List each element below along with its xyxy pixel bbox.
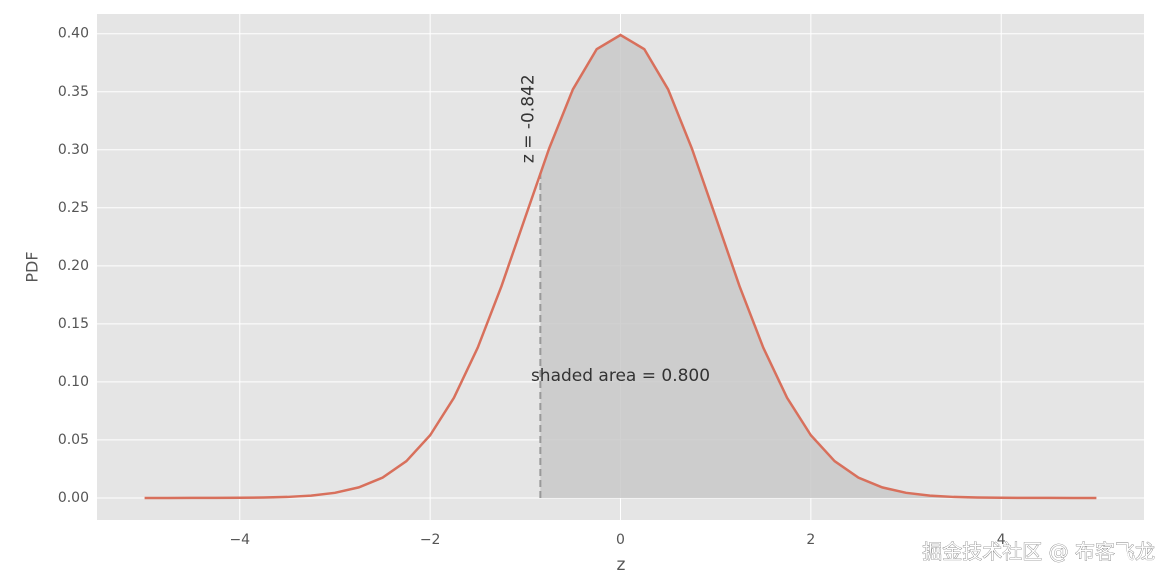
y-tick-label: 0.40 [58,26,89,42]
x-tick-label: 0 [616,532,625,548]
shaded-area [540,35,1097,498]
y-tick-label: 0.30 [58,142,89,158]
cutoff-annotation: z = -0.842 [518,74,538,163]
x-tick-label: 2 [806,532,815,548]
y-tick-label: 0.25 [58,200,89,216]
y-tick-label: 0.20 [58,258,89,274]
y-tick-label: 0.35 [58,84,89,100]
x-tick-label: −2 [420,532,441,548]
x-tick-label: 4 [997,532,1006,548]
x-tick-label: −4 [229,532,250,548]
y-tick-label: 0.05 [58,432,89,448]
pdf-curve [144,33,1097,500]
y-tick-label: 0.15 [58,316,89,332]
area-annotation: shaded area = 0.800 [531,366,710,386]
y-tick-label: 0.00 [58,490,89,506]
y-axis-label: PDF [23,251,42,282]
x-axis-label: z [617,555,626,575]
y-tick-label: 0.10 [58,374,89,390]
watermark: 掘金技术社区 @ 布客飞龙 [922,540,1155,564]
